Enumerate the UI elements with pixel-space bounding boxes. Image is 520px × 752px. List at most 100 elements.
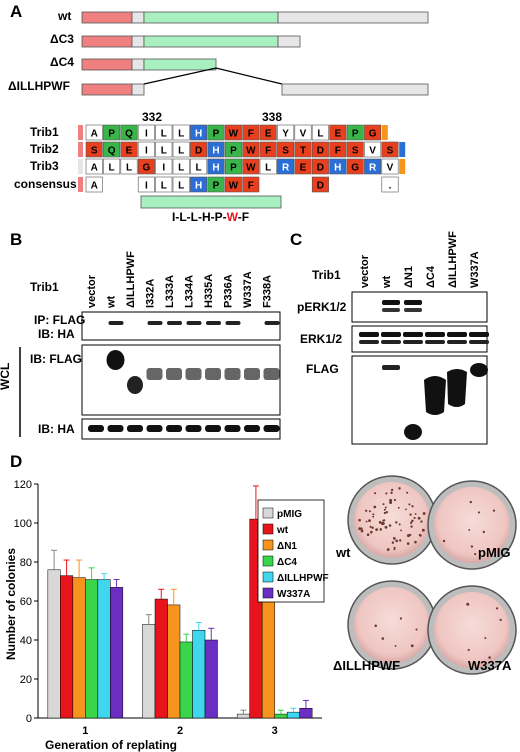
residue-trib3-14: H	[329, 158, 347, 175]
colony-dot	[368, 510, 371, 513]
svg-text:H: H	[212, 146, 219, 157]
b-label-ib-ha: IB: HA	[38, 327, 75, 341]
colony-dot	[495, 607, 499, 610]
consensus-residue-0: A	[85, 176, 103, 193]
b-lane-label-0: vector	[86, 274, 98, 308]
y-tick-label-100: 100	[14, 518, 32, 530]
colony-dot	[393, 548, 396, 551]
colony-dot	[420, 520, 423, 523]
svg-text:L: L	[161, 146, 167, 157]
colony-dot	[410, 521, 413, 525]
colony-dot	[378, 520, 382, 524]
svg-text:L: L	[178, 129, 184, 140]
colony-dot	[392, 536, 396, 540]
colony-bar-chart: 0 20 40 60 80 100 120 1 2 3 pMIG wt ΔN1 ΔC4 ΔILLHPWF W3…	[14, 479, 329, 737]
b-flag-band-4	[166, 368, 182, 380]
legend-label-ΔN1: ΔN1	[277, 541, 297, 552]
svg-text:L: L	[126, 163, 132, 174]
consensus-residue-7: F	[242, 176, 260, 193]
c-flag-band-2	[404, 424, 422, 440]
colony-dot	[372, 515, 375, 518]
svg-text:D: D	[317, 181, 324, 192]
colony-dot	[410, 525, 413, 528]
b-lane-label-6: H335A	[203, 274, 215, 308]
svg-text:L: L	[317, 129, 323, 140]
residue-trib3-2: L	[120, 158, 138, 175]
c-label-erk: ERK1/2	[300, 332, 343, 346]
colony-dot	[488, 656, 491, 659]
svg-text:L: L	[178, 163, 184, 174]
y-tick-label-60: 60	[20, 596, 32, 608]
row-label-trib1: Trib1	[30, 125, 59, 139]
c-erk-band2-4	[447, 340, 467, 344]
motif-label-start: I-L-L-H-P-	[172, 210, 227, 224]
colony-dot	[374, 492, 377, 495]
colony-dot	[391, 541, 395, 544]
b-ip-band-3	[147, 321, 163, 325]
b-ha-band-3	[146, 425, 163, 432]
svg-text:P: P	[230, 146, 237, 157]
residue-trib3-9: W	[242, 158, 260, 175]
residue-trib1-11: Y	[277, 124, 295, 141]
colony-dot	[371, 526, 374, 529]
colony-dot	[390, 491, 393, 495]
c-erk-band2-0	[359, 340, 379, 344]
colony-dot	[379, 528, 383, 531]
colony-dot	[383, 508, 386, 511]
c-erk-band2-1	[381, 340, 401, 344]
plate-label-pmig: pMIG	[478, 545, 511, 560]
plate-label-dillhpwf: ΔILLHPWF	[333, 658, 401, 673]
bar-ΔC4-3	[274, 713, 288, 719]
b-lane-label-7: P336A	[223, 274, 235, 308]
bar-ΔC4-2	[179, 641, 193, 719]
b-ha-band-9	[263, 425, 280, 432]
b-lane-label-1: wt	[106, 295, 118, 309]
consensus-residue-5: P	[207, 176, 225, 193]
colony-dot	[399, 617, 403, 620]
panel-label-c: C	[290, 230, 303, 249]
colony-dot	[365, 509, 368, 512]
motif-label-w: W	[226, 210, 238, 224]
svg-text:I: I	[162, 163, 165, 174]
svg-text:D: D	[317, 146, 324, 157]
c-erk-band-2	[403, 332, 423, 337]
b-label-ib-ha-2: IB: HA	[38, 422, 75, 436]
residue-trib3-12: E	[294, 158, 312, 175]
c-perk-band2-1	[382, 308, 400, 312]
svg-text:F: F	[248, 129, 254, 140]
plate-dillhpwf	[347, 580, 437, 670]
colony-dot	[400, 529, 402, 532]
residue-trib2-2: E	[120, 141, 138, 158]
y-tick-label-80: 80	[20, 557, 32, 569]
c-flag-band-4	[447, 369, 467, 407]
plate-pmig	[427, 480, 517, 570]
residue-trib3-10: L	[259, 158, 277, 175]
colony-dot	[360, 529, 364, 533]
legend-swatch-wt	[262, 523, 274, 535]
c-erk-band2-3	[425, 340, 445, 344]
svg-text:R: R	[369, 163, 377, 174]
consensus-residue-9: .	[381, 176, 399, 193]
residue-trib2-11: S	[277, 141, 295, 158]
c-label-perk: pERK1/2	[297, 300, 347, 314]
colony-dot	[369, 525, 372, 528]
residue-trib3-6: L	[190, 158, 208, 175]
blot-c-perk	[351, 291, 488, 323]
c-lane-label-0: vector	[359, 254, 371, 288]
bar-pMIG-1	[47, 569, 61, 719]
svg-text:Q: Q	[108, 146, 116, 157]
colony-dot	[421, 528, 425, 532]
c-perk-band2-2	[404, 308, 422, 312]
residue-trib2-1: Q	[103, 141, 121, 158]
colony-dot	[393, 546, 396, 549]
construct-label-wt: wt	[58, 9, 72, 23]
residue-trib2-8: P	[224, 141, 242, 158]
colony-dot	[395, 539, 398, 543]
svg-text:H: H	[195, 181, 202, 192]
y-tick-label-20: 20	[20, 674, 32, 686]
residue-trib3-4: I	[155, 158, 173, 175]
b-ip-band-9	[264, 321, 280, 325]
svg-text:.: .	[389, 181, 392, 192]
b-lane-label-5: L334A	[184, 275, 196, 308]
colony-dot	[395, 521, 398, 524]
